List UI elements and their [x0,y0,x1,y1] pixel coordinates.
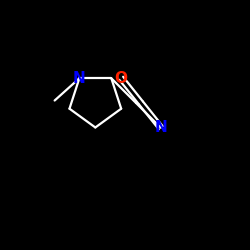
Text: N: N [73,71,86,86]
Text: O: O [115,71,128,86]
Text: N: N [154,120,167,135]
